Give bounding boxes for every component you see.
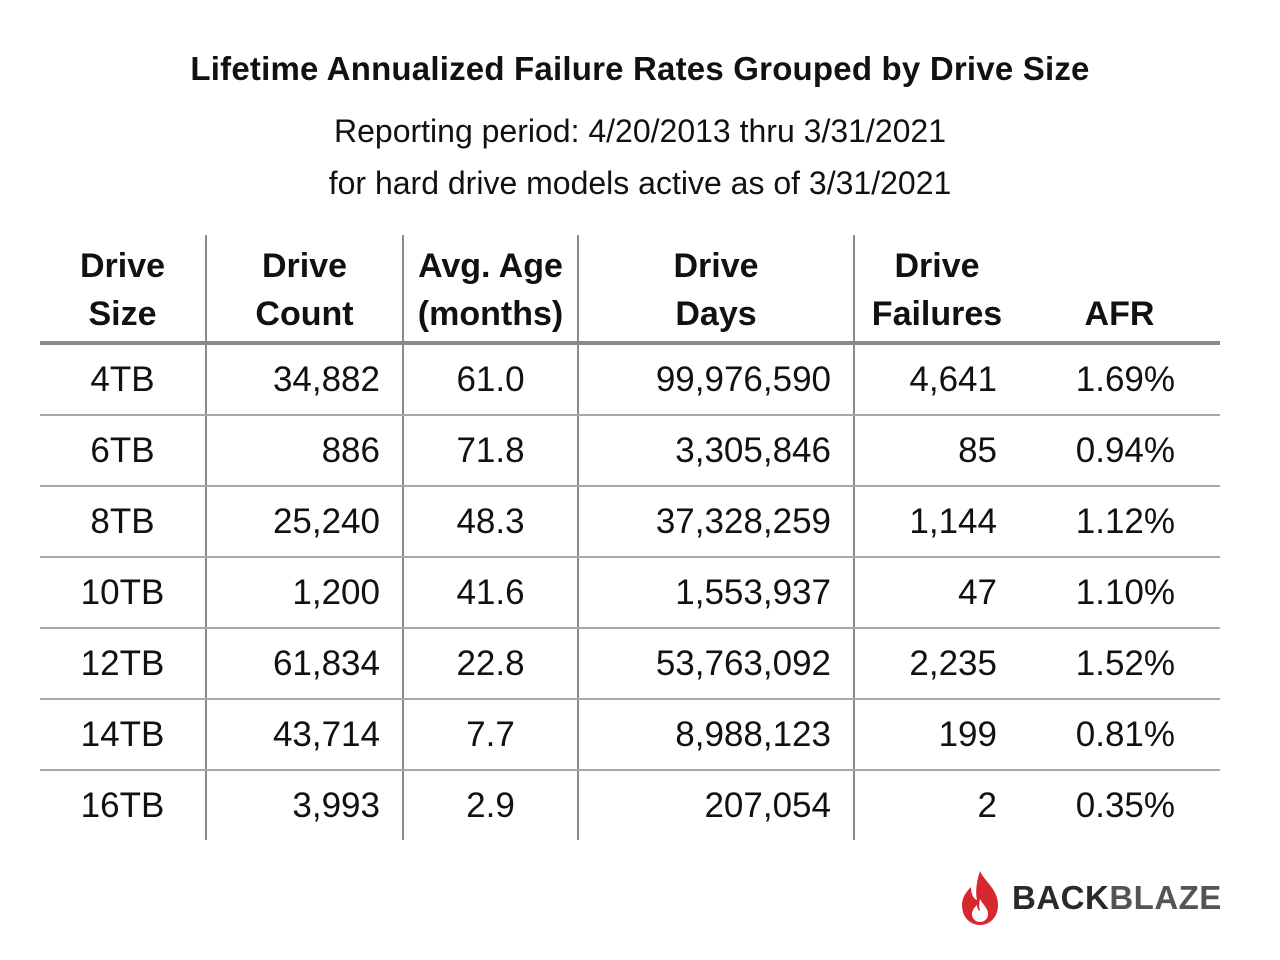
failure-rate-table: Drive Size Drive Count Avg. Age (months)… <box>40 235 1220 840</box>
header-drive-days-line1: Drive <box>673 247 759 285</box>
cell-drive-size: 16TB <box>80 785 165 825</box>
header-afr-line2: AFR <box>1084 295 1155 333</box>
header-drive-size-line1: Drive <box>79 247 166 285</box>
header-drive-failures-line2: Failures <box>871 295 1003 333</box>
header-drive-size-line2: Size <box>88 295 157 333</box>
header-avg-age: Avg. Age (months) <box>402 235 578 345</box>
table-row: 4TB 34,882 61.0 99,976,590 4,641 1.69% <box>40 343 1220 416</box>
cell-drive-failures: 4,641 <box>853 343 1019 416</box>
cell-avg-age: 61.0 <box>402 343 578 416</box>
header-afr: AFR <box>1019 235 1220 345</box>
cell-drive-count: 34,882 <box>205 343 403 416</box>
cell-afr: 1.69% <box>1019 343 1220 416</box>
header-drive-count: Drive Count <box>205 235 403 345</box>
table-row: 14TB 43,714 7.7 8,988,123 199 0.81% <box>40 699 1220 771</box>
cell-drive-days: 99,976,590 <box>577 343 854 416</box>
cell-avg-age: 71.8 <box>402 415 578 487</box>
header-drive-size: Drive Size <box>40 235 206 345</box>
chart-subtitle-period: Reporting period: 4/20/2013 thru 3/31/20… <box>333 113 946 149</box>
cell-drive-days: 3,305,846 <box>577 415 854 487</box>
cell-avg-age: 22.8 <box>402 628 578 700</box>
cell-afr: 1.10% <box>1019 557 1220 629</box>
cell-drive-size: 14TB <box>40 699 206 771</box>
cell-afr: 1.12% <box>1019 486 1220 558</box>
cell-drive-size: 12TB <box>40 628 206 700</box>
cell-drive-days: 37,328,259 <box>577 486 854 558</box>
cell-drive-count: 3,993 <box>205 770 403 840</box>
cell-drive-failures: 1,144 <box>853 486 1019 558</box>
cell-drive-days: 53,763,092 <box>577 628 854 700</box>
table-row: 12TB 61,834 22.8 53,763,092 2,235 1.52% <box>40 628 1220 700</box>
cell-drive-size: 8TB <box>40 486 206 558</box>
header-drive-count-line1: Drive <box>261 247 348 285</box>
cell-drive-failures: 2,235 <box>853 628 1019 700</box>
cell-avg-age: 41.6 <box>402 557 578 629</box>
table-header-row: Drive Size Drive Count Avg. Age (months)… <box>40 235 1220 345</box>
backblaze-logo: BACKBLAZE <box>958 868 1222 928</box>
cell-drive-count: 25,240 <box>205 486 403 558</box>
cell-drive-count: 886 <box>205 415 403 487</box>
cell-drive-count: 61,834 <box>205 628 403 700</box>
header-drive-days-line2: Days <box>675 295 757 333</box>
header-drive-count-line2: Count <box>255 295 354 333</box>
header-drive-failures-line1: Drive <box>894 247 980 285</box>
cell-afr: 1.52% <box>1019 628 1220 700</box>
table-row: 8TB 25,240 48.3 37,328,259 1,144 1.12% <box>40 486 1220 558</box>
logo-text-back: BACK <box>1012 879 1110 916</box>
cell-afr: 0.81% <box>1019 699 1220 771</box>
header-drive-failures: Drive Failures <box>853 235 1019 345</box>
cell-drive-failures: 85 <box>853 415 1019 487</box>
cell-drive-days: 1,553,937 <box>577 557 854 629</box>
cell-afr: 0.35% <box>1075 785 1175 825</box>
logo-text-blaze: BLAZE <box>1109 879 1222 916</box>
table-row: 6TB 886 71.8 3,305,846 85 0.94% <box>40 415 1220 487</box>
cell-drive-count: 1,200 <box>205 557 403 629</box>
cell-drive-failures: 199 <box>853 699 1019 771</box>
chart-title: Lifetime Annualized Failure Rates Groupe… <box>190 50 1090 87</box>
header-drive-days: Drive Days <box>577 235 854 345</box>
table-row: 16TB 3,993 2.9 207,054 2 0.35% <box>40 770 1220 840</box>
cell-drive-size: 4TB <box>40 343 206 416</box>
flame-icon <box>962 871 998 925</box>
cell-drive-size: 10TB <box>40 557 206 629</box>
cell-drive-days: 8,988,123 <box>577 699 854 771</box>
cell-drive-failures: 47 <box>853 557 1019 629</box>
cell-avg-age: 7.7 <box>402 699 578 771</box>
cell-avg-age: 2.9 <box>402 770 578 840</box>
table-row: 10TB 1,200 41.6 1,553,937 47 1.10% <box>40 557 1220 629</box>
cell-drive-count: 43,714 <box>205 699 403 771</box>
header-avg-age-line1: Avg. Age <box>418 247 563 285</box>
cell-drive-failures: 2 <box>853 770 1019 840</box>
cell-drive-size: 6TB <box>40 415 206 487</box>
cell-afr: 0.94% <box>1019 415 1220 487</box>
cell-drive-days: 207,054 <box>577 770 854 840</box>
cell-avg-age: 48.3 <box>402 486 578 558</box>
chart-subtitle-scope: for hard drive models active as of 3/31/… <box>328 165 952 201</box>
header-avg-age-line2: (months) <box>417 295 564 333</box>
